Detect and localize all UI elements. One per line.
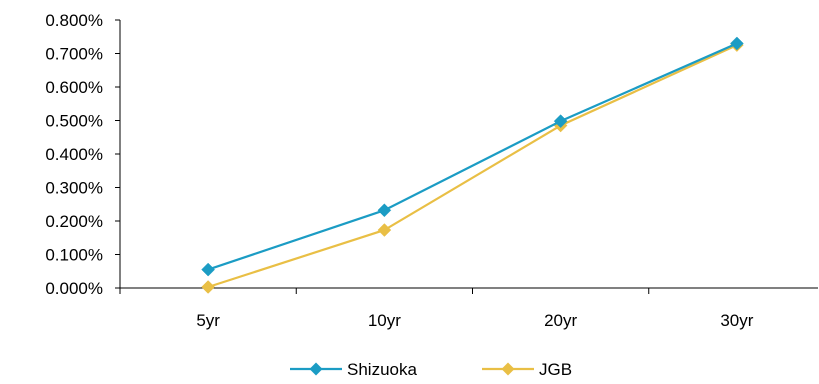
series-line-shizuoka	[207, 42, 738, 271]
x-tick-label: 20yr	[544, 311, 577, 330]
y-tick-label: 0.600%	[45, 78, 103, 97]
y-tick-label: 0.400%	[45, 145, 103, 164]
legend-item-shizuoka[interactable]: Shizuoka	[290, 360, 417, 379]
series-line-jgb	[207, 44, 738, 289]
data-point-shizuoka	[201, 262, 215, 277]
legend-label: JGB	[539, 360, 572, 379]
data-point-jgb	[201, 280, 215, 294]
data-point-shizuoka	[377, 203, 392, 218]
legend-marker-icon	[501, 362, 515, 376]
data-point-shizuoka	[553, 114, 568, 129]
y-tick-label: 0.200%	[45, 212, 103, 231]
x-tick-label: 10yr	[368, 311, 401, 330]
legend-marker-icon	[309, 362, 323, 376]
tick-labels: 0.000% 0.100% 0.200% 0.300% 0.400% 0.500% 0.60…	[45, 11, 753, 330]
data-point-shizuoka	[730, 36, 744, 51]
y-tick-label: 0.700%	[45, 45, 103, 64]
axes	[115, 19, 818, 294]
legend[interactable]: Shizuoka JGB	[290, 360, 572, 379]
x-tick-label: 30yr	[720, 311, 753, 330]
y-tick-label: 0.300%	[45, 179, 103, 198]
y-tick-label: 0.800%	[45, 11, 103, 30]
legend-item-jgb[interactable]: JGB	[482, 360, 572, 379]
x-tick-label: 5yr	[196, 311, 220, 330]
y-tick-label: 0.100%	[45, 246, 103, 265]
legend-label: Shizuoka	[347, 360, 417, 379]
series-layer	[201, 36, 744, 294]
y-tick-label: 0.000%	[45, 279, 103, 298]
y-tick-label: 0.500%	[45, 112, 103, 131]
data-point-jgb	[377, 223, 392, 237]
